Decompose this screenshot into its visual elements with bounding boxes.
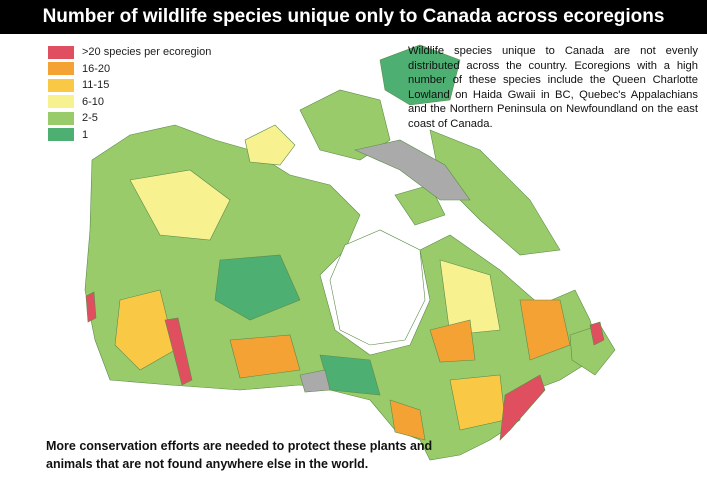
legend-item: 11-15: [48, 77, 211, 94]
legend: >20 species per ecoregion 16-20 11-15 6-10 2…: [48, 44, 211, 143]
legend-label: 16-20: [82, 62, 111, 75]
legend-item: 16-20: [48, 61, 211, 78]
region: [499, 374, 546, 441]
legend-label: >20 species per ecoregion: [82, 46, 212, 59]
legend-item: >20 species per ecoregion: [48, 44, 211, 61]
title: Number of wildlife species unique only t…: [0, 0, 707, 34]
island: [394, 184, 446, 226]
legend-label: 11-15: [82, 79, 110, 92]
arctic-island: [379, 44, 461, 106]
legend-swatch: [48, 62, 74, 76]
legend-swatch: [48, 111, 74, 125]
legend-item: 6-10: [48, 94, 211, 111]
region: [214, 254, 301, 321]
region: [439, 259, 501, 336]
region: [299, 369, 331, 393]
legend-label: 1: [82, 128, 89, 141]
legend-swatch: [48, 78, 74, 92]
legend-swatch: [48, 128, 74, 142]
region: [519, 299, 571, 361]
arctic-island: [299, 89, 391, 161]
legend-label: 2-5: [82, 112, 98, 125]
island: [244, 124, 296, 166]
ice: [354, 139, 471, 201]
haida-gwaii: [85, 291, 97, 323]
region: [389, 399, 426, 441]
region: [429, 319, 476, 363]
region: [164, 317, 193, 386]
hudson-bay: [329, 229, 426, 346]
legend-item: 1: [48, 127, 211, 144]
region: [449, 374, 506, 431]
region: [129, 169, 231, 241]
region: [114, 289, 176, 371]
region: [589, 321, 605, 346]
region: [229, 334, 301, 379]
legend-label: 6-10: [82, 95, 105, 108]
footer-note: More conservation efforts are needed to …: [46, 439, 433, 471]
legend-item: 2-5: [48, 110, 211, 127]
legend-swatch: [48, 95, 74, 109]
description: Wildlife species unique to Canada are no…: [408, 45, 698, 130]
legend-swatch: [48, 45, 74, 59]
